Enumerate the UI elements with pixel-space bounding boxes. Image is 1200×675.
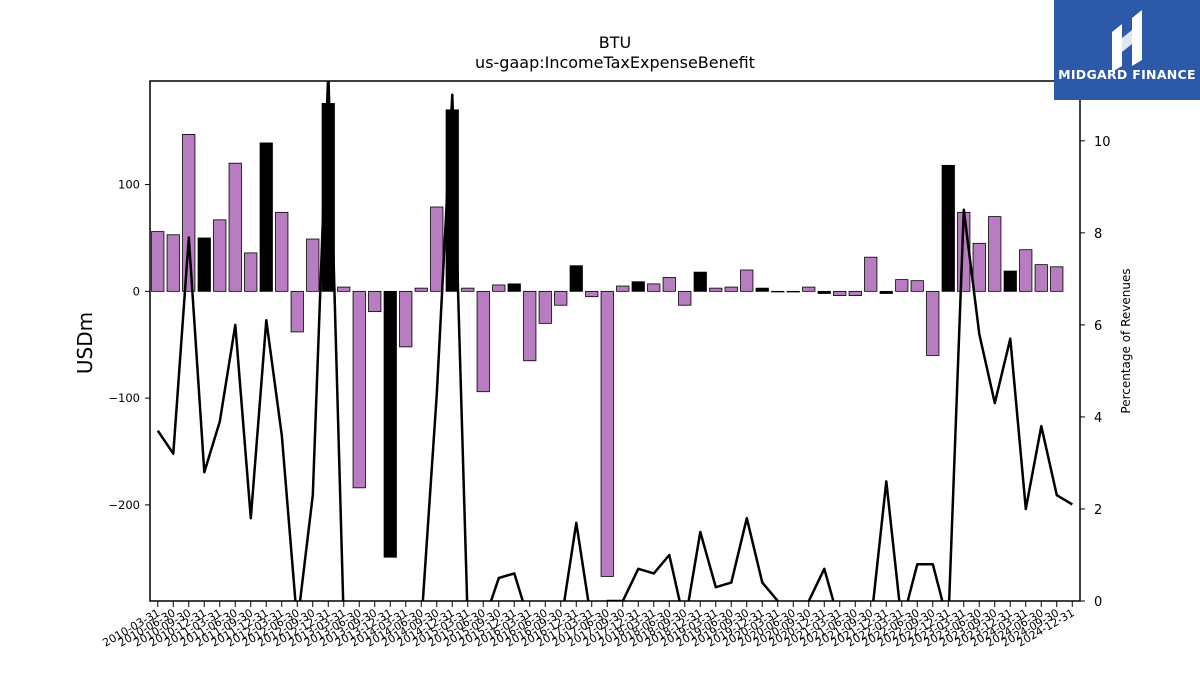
bar [709,287,723,292]
plot-frame [149,80,1081,602]
bar [476,290,490,393]
bar [399,290,413,348]
bar [383,290,397,558]
bar [740,269,754,292]
bar [988,216,1002,292]
bar [600,290,614,577]
bar [569,265,583,292]
bar [337,286,351,292]
bar [275,211,289,292]
bar [941,164,955,292]
bar [585,290,599,298]
bar [197,237,211,292]
bar [848,290,862,297]
bar [492,284,506,292]
bar [817,290,831,294]
bar [213,219,227,292]
bar [414,287,428,292]
y-tick-label: 0 [133,284,140,298]
bar [616,285,630,292]
bar [507,283,521,292]
y2-tick-label: 4 [1094,411,1102,426]
bar [1019,249,1033,292]
bar [306,238,320,292]
bar [228,162,242,292]
bar [833,290,847,297]
bar [895,279,909,292]
bar [430,206,444,292]
bar [182,133,196,292]
bar [523,290,537,362]
bar [631,281,645,292]
bar [786,290,800,293]
y-axis-label: USDm [73,312,97,374]
bar [244,252,258,292]
bar [662,277,676,292]
bar [290,290,304,333]
bar [693,271,707,292]
y-tick-label: 100 [118,178,140,192]
bar [910,280,924,292]
y2-axis-label: Percentage of Revenues [1119,268,1133,413]
chart-title: BTU [598,33,632,52]
logo-mark-icon [1112,10,1142,72]
y-tick-label: −100 [108,391,140,405]
bar [724,286,738,292]
y2-tick-label: 8 [1094,227,1102,242]
y-tick-label: −200 [108,498,140,512]
bar [538,290,552,324]
bar [1003,270,1017,292]
bar [259,142,273,292]
bar [1050,266,1064,292]
chart-subtitle: us-gaap:IncomeTaxExpenseBenefit [475,53,755,72]
bar [352,290,366,489]
bar [647,283,661,292]
bar [1034,264,1048,292]
bar [972,242,986,292]
bar [554,290,568,306]
logo-text: MIDGARD FINANCE [1058,67,1196,82]
bar [926,290,940,356]
midgard-logo: MIDGARD FINANCE [1054,0,1200,100]
bar [368,290,382,313]
y2-tick-label: 10 [1094,135,1111,150]
bar [755,287,769,292]
bar [802,286,816,292]
bar [166,234,180,292]
bar [771,290,785,293]
bar [151,231,165,292]
y2-tick-label: 2 [1094,503,1102,518]
percentage-line [156,81,1073,601]
bar [461,287,475,292]
bar [864,256,878,292]
y2-tick-label: 6 [1094,319,1102,334]
y2-tick-label: 0 [1094,595,1102,610]
bar [879,290,893,294]
bar [678,290,692,306]
